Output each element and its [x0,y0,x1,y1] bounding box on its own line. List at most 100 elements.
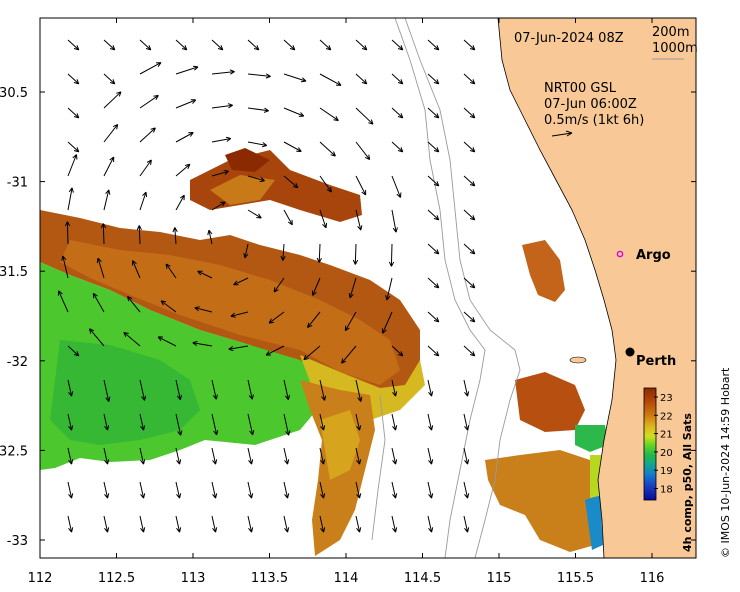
current-arrow-icon [463,175,476,187]
current-arrow-icon [175,39,188,51]
current-arrow-icon [103,39,116,51]
current-arrow-icon [381,311,393,334]
current-arrow-icon [283,39,296,51]
current-arrow-icon [319,73,342,86]
current-arrow-icon [391,175,402,198]
current-arrow-icon [67,154,78,177]
current-arrow-icon [355,379,363,402]
current-arrow-icon [319,175,332,193]
current-arrow-icon [127,295,141,313]
current-arrow-icon [463,141,476,153]
current-arrow-icon [427,481,434,499]
current-arrow-icon [319,39,332,51]
current-arrow-icon [67,107,80,119]
depth-contour-200m [394,18,486,558]
current-arrow-icon [280,243,286,261]
current-arrow-icon [103,156,115,177]
current-arrow-icon [247,141,268,148]
current-arrow-icon [391,39,404,51]
current-arrow-icon [463,39,476,51]
lat-tick-label: -32.5 [0,444,28,459]
longitude-axis: 112 112.5 113 113.5 114 114.5 115 115.5 116 [28,18,664,586]
current-arrow-icon [247,39,260,51]
colorbar-tick-label: 21 [660,430,673,441]
argo-marker-icon [616,250,624,258]
current-arrow-icon [211,515,218,533]
current-arrow-icon [67,481,74,499]
current-arrow-icon [92,292,105,313]
current-arrow-icon [463,379,470,397]
colorbar-title: 4h comp, p50, All Sats [681,413,694,552]
current-arrow-icon [67,379,74,397]
current-arrow-icon [388,243,395,267]
current-arrow-icon [197,270,213,279]
current-arrow-icon [123,331,141,347]
current-arrow-icon [427,107,440,119]
current-arrow-icon [273,277,285,293]
current-time-label: 07-Jun 06:00Z [544,97,637,112]
current-arrow-icon [160,300,177,313]
current-arrow-icon [463,481,470,499]
depth-contour-label-200m: 200m [652,25,689,40]
current-arrow-icon [247,175,265,183]
current-arrow-icon [165,263,177,279]
current-arrow-icon [283,175,299,189]
current-arrow-icon [211,39,224,51]
lon-tick-label: 115.5 [557,571,594,586]
lat-tick-label: -32 [7,355,28,370]
current-arrow-icon [344,311,357,332]
current-arrow-icon [427,243,440,255]
current-arrow-icon [283,379,290,401]
lat-tick-label: -33 [7,534,28,549]
current-arrow-icon [175,447,182,465]
current-arrow-icon [319,515,326,533]
current-arrow-icon [247,447,254,465]
current-arrow-icon [427,277,440,289]
current-arrow-icon [355,73,368,85]
current-arrow-icon [57,290,69,313]
current-arrow-icon [175,194,185,211]
current-arrow-icon [391,73,404,85]
current-arrow-icon [391,141,404,153]
current-vectors [57,39,476,533]
current-arrow-icon [192,340,213,347]
current-arrow-icon [103,515,110,533]
current-arrow-icon [175,413,183,436]
sst-cool-region-dark [50,340,200,445]
lon-tick-label: 112.5 [98,571,135,586]
lon-tick-label: 112 [28,571,53,586]
current-arrow-icon [355,447,362,465]
current-arrow-icon [211,103,233,109]
current-arrow-icon [211,447,218,465]
lon-tick-label: 114 [334,571,359,586]
current-arrow-icon [211,481,218,499]
current-arrow-icon [157,336,177,347]
current-arrow-icon [175,163,191,177]
current-arrow-icon [316,243,322,263]
current-arrow-icon [283,141,302,152]
current-arrow-icon [211,379,218,400]
current-arrow-icon [283,413,291,436]
current-arrow-icon [67,345,80,357]
current-arrow-icon [139,94,159,109]
colorbar-tick-label: 23 [660,393,673,404]
current-arrow-icon [463,311,476,323]
current-arrow-icon [139,481,146,499]
current-arrow-icon [175,515,182,533]
current-arrow-icon [211,69,235,75]
perth-label: Perth [636,354,676,369]
current-arrow-icon [67,39,80,51]
current-arrow-icon [175,481,182,499]
current-arrow-icon [427,447,434,465]
current-arrow-icon [391,413,398,431]
current-arrow-icon [139,39,152,51]
current-arrow-icon [207,229,213,245]
current-arrow-icon [391,107,404,119]
lon-tick-label: 114.5 [404,571,441,586]
current-arrow-icon [211,169,229,177]
current-arrow-icon [427,515,434,533]
current-arrow-icon [139,159,152,177]
current-arrow-icon [303,345,321,361]
lat-tick-label: -30.5 [0,86,28,101]
current-arrow-icon [307,311,321,329]
